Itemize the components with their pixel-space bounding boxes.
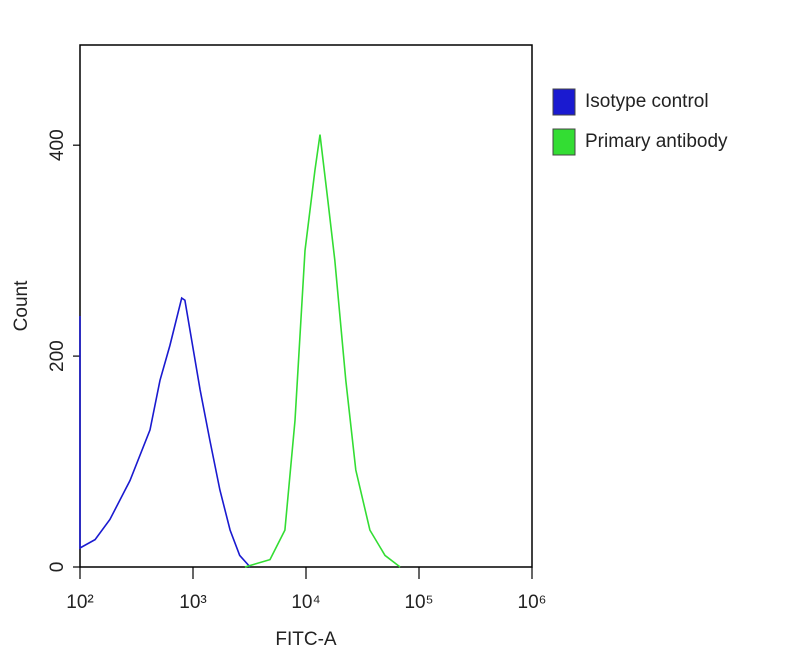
- legend-swatch: [552, 88, 576, 116]
- x-tick-label: 10⁵: [404, 592, 433, 613]
- y-axis-label: Count: [11, 280, 32, 331]
- x-tick-label: 10⁴: [291, 592, 320, 613]
- y-tick-label: 400: [47, 129, 68, 161]
- legend-swatch: [552, 128, 576, 156]
- legend-label: Primary antibody: [585, 131, 728, 152]
- y-tick-label: 200: [47, 340, 68, 372]
- legend-label: Isotype control: [585, 91, 709, 112]
- x-tick-label: 10²: [66, 592, 93, 613]
- histogram-line: [244, 134, 401, 568]
- histogram-line: [79, 296, 251, 568]
- x-tick-label: 10⁶: [518, 592, 547, 613]
- plot-frame: [79, 44, 533, 568]
- y-tick-label: 0: [47, 562, 68, 573]
- x-axis-label: FITC-A: [275, 629, 337, 650]
- x-tick-label: 10³: [179, 592, 206, 613]
